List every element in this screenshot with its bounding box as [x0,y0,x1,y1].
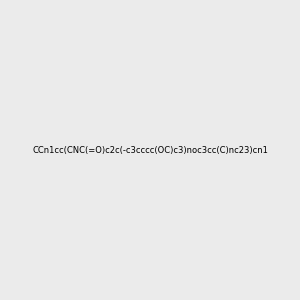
Text: CCn1cc(CNC(=O)c2c(-c3cccc(OC)c3)noc3cc(C)nc23)cn1: CCn1cc(CNC(=O)c2c(-c3cccc(OC)c3)noc3cc(C… [32,146,268,154]
